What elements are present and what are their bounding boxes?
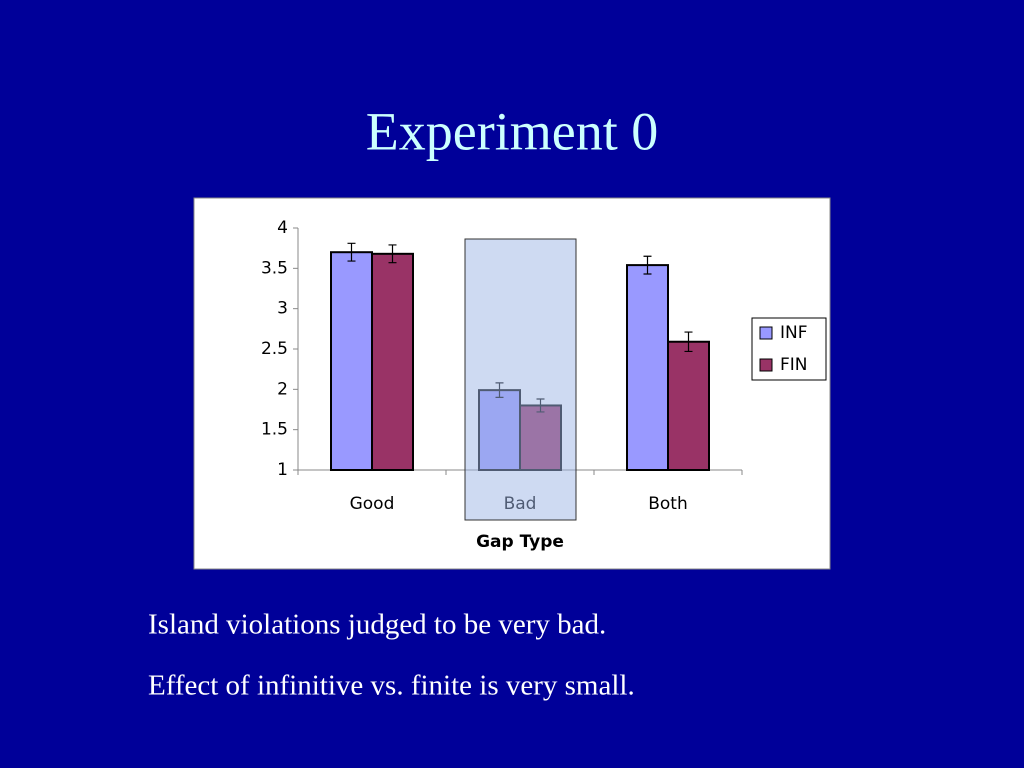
legend-label: INF bbox=[780, 323, 808, 343]
bar bbox=[667, 340, 710, 471]
bar bbox=[626, 264, 669, 471]
y-tick-label: 2 bbox=[277, 379, 288, 399]
y-tick-label: 3.5 bbox=[261, 258, 288, 278]
y-tick-label: 3 bbox=[277, 299, 288, 319]
error-bar bbox=[684, 331, 693, 353]
x-axis-title: Gap Type bbox=[476, 532, 564, 552]
y-tick-label: 2.5 bbox=[261, 339, 288, 359]
bar bbox=[330, 251, 373, 471]
error-bar bbox=[643, 255, 652, 275]
x-tick-label: Good bbox=[350, 494, 395, 514]
x-tick-label: Both bbox=[648, 494, 688, 514]
error-bar bbox=[347, 242, 356, 262]
highlight-box bbox=[464, 238, 577, 521]
legend-swatch bbox=[759, 358, 773, 372]
y-tick-label: 1.5 bbox=[261, 420, 288, 440]
slide-title: Experiment 0 bbox=[366, 101, 658, 161]
bar bbox=[371, 252, 414, 471]
y-tick-label: 4 bbox=[277, 218, 288, 238]
error-bar bbox=[388, 244, 397, 264]
bullet-text: Effect of infinitive vs. finite is very … bbox=[148, 670, 635, 702]
bullet-text: Island violations judged to be very bad. bbox=[148, 609, 606, 641]
legend-swatch bbox=[759, 326, 773, 340]
legend-label: FIN bbox=[780, 355, 808, 375]
y-tick-label: 1 bbox=[277, 460, 288, 480]
